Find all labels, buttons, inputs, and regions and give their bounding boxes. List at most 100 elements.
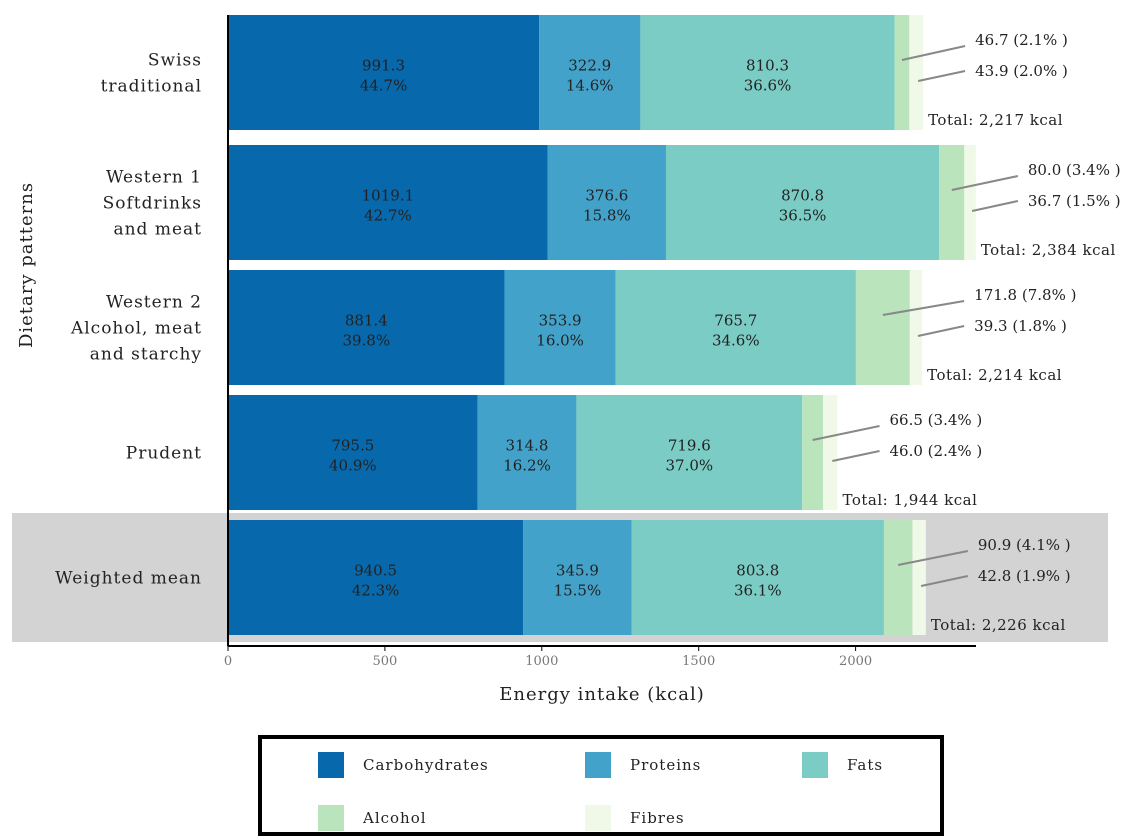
data-label-percent: 42.3% xyxy=(352,582,400,600)
leader-line-alcohol xyxy=(897,550,969,566)
leader-line-fibres xyxy=(832,450,880,462)
leader-line-alcohol xyxy=(901,45,966,61)
legend: Carbohydrates Proteins Fats Alcohol Fibres xyxy=(258,735,944,836)
bar-proteins-2 xyxy=(504,270,616,385)
data-label-value: 991.3 xyxy=(362,57,405,75)
total-label: Total: 1,944 kcal xyxy=(843,491,978,509)
category-label: and meat xyxy=(113,220,202,240)
data-label-value: 810.3 xyxy=(746,57,789,75)
x-tick-label: 500 xyxy=(372,654,397,669)
bar-alcohol-4 xyxy=(883,520,913,635)
total-label: Total: 2,226 kcal xyxy=(931,616,1066,634)
leader-line-alcohol xyxy=(951,175,1019,191)
category-labels: Swiss traditional Western 1 Softdrinks and m… xyxy=(55,51,202,589)
bar-carbohydrates-1 xyxy=(228,145,548,260)
bar-carbohydrates-2 xyxy=(228,270,505,385)
data-label-percent: 42.7% xyxy=(364,207,412,225)
bar-carbohydrates-3 xyxy=(228,395,478,510)
bar-fibres-1 xyxy=(964,145,976,260)
bar-alcohol-3 xyxy=(802,395,824,510)
legend-swatch-fibres xyxy=(585,805,611,831)
leader-line-fibres xyxy=(918,70,966,82)
bar-alcohol-0 xyxy=(894,15,910,130)
annotations-group: 46.7 (2.1% ) 43.9 (2.0% ) Total: 2,217 kca… xyxy=(812,31,1121,634)
data-label-percent: 34.6% xyxy=(712,332,760,350)
bar-fats-0 xyxy=(640,15,895,130)
total-label: Total: 2,214 kcal xyxy=(927,366,1062,384)
bar-fats-1 xyxy=(665,145,940,260)
category-label: Prudent xyxy=(126,444,202,464)
leader-line-alcohol xyxy=(812,425,880,441)
y-axis-title: Dietary patterns xyxy=(16,182,37,348)
annotation-alcohol: 90.9 (4.1% ) xyxy=(978,536,1071,554)
annotation-alcohol: 46.7 (2.1% ) xyxy=(975,31,1068,49)
data-label-value: 1019.1 xyxy=(362,187,415,205)
data-label-percent: 37.0% xyxy=(665,457,713,475)
annotation-alcohol: 171.8 (7.8% ) xyxy=(974,286,1076,304)
category-label: Western 2 xyxy=(106,293,202,313)
x-tick-label: 1000 xyxy=(525,654,558,669)
bar-fibres-0 xyxy=(909,15,924,130)
legend-label-fibres: Fibres xyxy=(630,809,685,827)
data-label-percent: 36.1% xyxy=(734,582,782,600)
leader-line-fibres xyxy=(920,575,969,587)
data-label-value: 881.4 xyxy=(345,312,388,330)
bar-fibres-3 xyxy=(823,395,838,510)
legend-label-carbohydrates: Carbohydrates xyxy=(363,756,489,774)
leader-line-fibres xyxy=(971,200,1019,212)
bar-fats-4 xyxy=(631,520,884,635)
x-axis-title: Energy intake (kcal) xyxy=(499,684,705,705)
data-label-value: 322.9 xyxy=(568,57,611,75)
data-label-value: 795.5 xyxy=(331,437,374,455)
category-label: Alcohol, meat xyxy=(70,319,202,339)
annotation-fibres: 42.8 (1.9% ) xyxy=(978,567,1071,585)
category-label: traditional xyxy=(101,77,202,97)
bar-alcohol-2 xyxy=(855,270,910,385)
category-label: Swiss xyxy=(148,51,202,71)
category-label: and starchy xyxy=(90,345,202,365)
x-tick-label: 1500 xyxy=(682,654,715,669)
bar-proteins-1 xyxy=(547,145,666,260)
bar-fats-3 xyxy=(576,395,803,510)
annotation-fibres: 46.0 (2.4% ) xyxy=(890,442,983,460)
bar-proteins-4 xyxy=(523,520,632,635)
leader-line-alcohol xyxy=(882,300,965,316)
annotation-fibres: 43.9 (2.0% ) xyxy=(975,62,1068,80)
annotation-fibres: 36.7 (1.5% ) xyxy=(1028,192,1121,210)
data-label-percent: 44.7% xyxy=(360,77,408,95)
bars-group: 991.3 44.7% 322.9 14.6% 810.3 36.6% 1019.1 42.7… xyxy=(228,15,976,635)
bar-carbohydrates-0 xyxy=(228,15,540,130)
x-axis-ticks: 0 500 1000 1500 2000 xyxy=(224,646,872,669)
bar-fibres-4 xyxy=(912,520,926,635)
data-label-value: 345.9 xyxy=(556,562,599,580)
data-label-value: 803.8 xyxy=(736,562,779,580)
data-label-percent: 40.9% xyxy=(329,457,377,475)
data-label-value: 376.6 xyxy=(585,187,628,205)
data-label-value: 353.9 xyxy=(539,312,582,330)
data-label-percent: 36.6% xyxy=(744,77,792,95)
data-label-percent: 16.2% xyxy=(503,457,551,475)
leader-line-fibres xyxy=(917,325,965,337)
legend-swatch-proteins xyxy=(585,752,611,778)
x-tick-label: 2000 xyxy=(839,654,872,669)
bar-fibres-2 xyxy=(909,270,923,385)
legend-label-fats: Fats xyxy=(847,756,883,774)
data-label-value: 765.7 xyxy=(714,312,757,330)
bar-proteins-3 xyxy=(477,395,577,510)
data-label-value: 940.5 xyxy=(354,562,397,580)
data-label-value: 314.8 xyxy=(506,437,549,455)
category-label: Softdrinks xyxy=(103,194,202,214)
annotation-fibres: 39.3 (1.8% ) xyxy=(974,317,1067,335)
data-label-percent: 39.8% xyxy=(342,332,390,350)
annotation-alcohol: 80.0 (3.4% ) xyxy=(1028,161,1121,179)
x-tick-label: 0 xyxy=(224,654,232,669)
legend-label-alcohol: Alcohol xyxy=(362,809,427,827)
data-label-value: 870.8 xyxy=(781,187,824,205)
bar-carbohydrates-4 xyxy=(228,520,524,635)
legend-swatch-alcohol xyxy=(318,805,344,831)
total-label: Total: 2,217 kcal xyxy=(928,111,1063,129)
bar-proteins-0 xyxy=(539,15,641,130)
data-label-value: 719.6 xyxy=(668,437,711,455)
legend-label-proteins: Proteins xyxy=(630,756,701,774)
